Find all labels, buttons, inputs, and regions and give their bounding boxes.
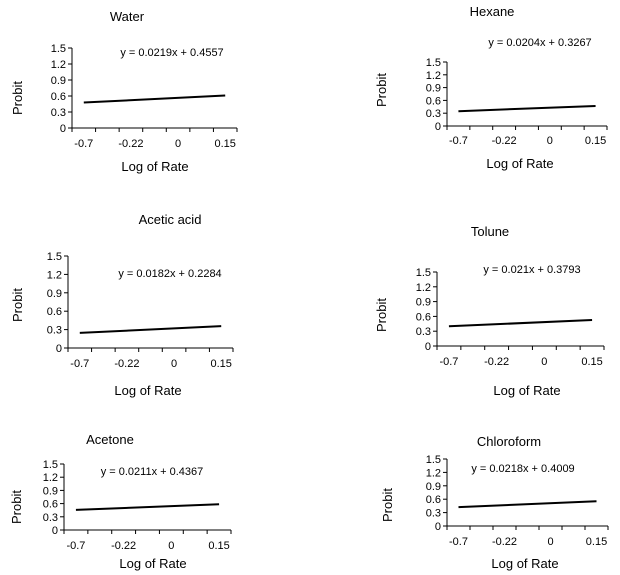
y-tick-label: 1.2 bbox=[47, 269, 62, 281]
y-tick-label: 0 bbox=[60, 123, 66, 135]
y-tick-label: 1.5 bbox=[416, 267, 431, 279]
y-tick-label: 0.3 bbox=[43, 512, 58, 524]
y-tick-label: 0.9 bbox=[426, 481, 441, 493]
y-tick-label: 0 bbox=[56, 343, 62, 355]
y-tick-label: 1.2 bbox=[426, 467, 441, 479]
x-tick-label: -0.22 bbox=[492, 536, 517, 548]
y-tick-label: 1.5 bbox=[426, 57, 441, 69]
x-tick-label: 0 bbox=[175, 138, 181, 150]
chart-panel-water: Water y = 0.0219x + 0.4557 Log of Rate Prob… bbox=[10, 9, 238, 174]
y-tick-label: 0.9 bbox=[51, 75, 66, 87]
y-tick-label: 0.3 bbox=[416, 326, 431, 338]
y-tick-label: 0.9 bbox=[416, 297, 431, 309]
trendline-equation: y = 0.021x + 0.3793 bbox=[483, 264, 580, 276]
chart-title: Water bbox=[110, 9, 145, 24]
y-tick-label: 0.9 bbox=[43, 485, 58, 497]
x-tick-label: 0.15 bbox=[586, 536, 607, 548]
y-tick-label: 1.2 bbox=[426, 70, 441, 82]
y-axis-label: Probit bbox=[374, 73, 389, 107]
x-tick-label: -0.22 bbox=[484, 356, 509, 368]
x-tick-label: 0.15 bbox=[585, 135, 606, 147]
x-tick-label: -0.7 bbox=[449, 536, 468, 548]
x-axis-label: Log of Rate bbox=[493, 383, 560, 398]
x-tick-label: 0 bbox=[547, 536, 553, 548]
y-tick-label: 1.5 bbox=[47, 251, 62, 263]
x-axis-label: Log of Rate bbox=[119, 556, 186, 571]
chart-panel-acetic-acid: Acetic acid y = 0.0182x + 0.2284 Log of Ra… bbox=[10, 212, 234, 398]
y-tick-label: 0 bbox=[425, 341, 431, 353]
y-tick-label: 0.9 bbox=[47, 288, 62, 300]
chart-panel-acetone: Acetone y = 0.0211x + 0.4367 Log of Rate Pr… bbox=[9, 432, 232, 571]
y-axis-label: Probit bbox=[10, 81, 25, 115]
chart-panel-tolune: Tolune y = 0.021x + 0.3793 Log of Rate Prob… bbox=[374, 224, 605, 398]
y-tick-label: 0.3 bbox=[47, 325, 62, 337]
x-axis-label: Log of Rate bbox=[486, 156, 553, 171]
y-axis-label: Probit bbox=[9, 490, 24, 524]
y-tick-label: 1.2 bbox=[416, 282, 431, 294]
y-axis-label: Probit bbox=[380, 488, 395, 522]
y-tick-label: 0.6 bbox=[51, 91, 66, 103]
y-tick-label: 0 bbox=[435, 521, 441, 533]
x-tick-label: -0.22 bbox=[492, 135, 517, 147]
y-tick-label: 0.6 bbox=[426, 95, 441, 107]
y-axis-label: Probit bbox=[374, 298, 389, 332]
y-tick-label: 0.6 bbox=[426, 494, 441, 506]
trendline-equation: y = 0.0204x + 0.3267 bbox=[488, 37, 591, 49]
x-tick-label: -0.7 bbox=[74, 138, 93, 150]
x-tick-label: -0.7 bbox=[70, 358, 89, 370]
x-axis-label: Log of Rate bbox=[114, 383, 181, 398]
trendline bbox=[75, 503, 220, 511]
trendline-equation: y = 0.0219x + 0.4557 bbox=[120, 47, 223, 59]
chart-panel-hexane: Hexane y = 0.0204x + 0.3267 Log of Rate Pro… bbox=[374, 4, 608, 171]
y-tick-label: 1.2 bbox=[43, 472, 58, 484]
x-axis-label: Log of Rate bbox=[491, 556, 558, 571]
x-tick-label: 0.15 bbox=[208, 540, 229, 552]
x-tick-label: 0.15 bbox=[215, 138, 236, 150]
y-axis-label: Probit bbox=[10, 288, 25, 322]
y-tick-label: 1.2 bbox=[51, 59, 66, 71]
x-tick-label: -0.22 bbox=[114, 358, 139, 370]
chart-title: Tolune bbox=[471, 224, 509, 239]
x-tick-label: 0.15 bbox=[211, 358, 232, 370]
y-tick-label: 1.5 bbox=[43, 459, 58, 471]
y-tick-label: 0.6 bbox=[416, 311, 431, 323]
y-tick-label: 0 bbox=[52, 525, 58, 537]
x-tick-label: 0 bbox=[171, 358, 177, 370]
trendline bbox=[448, 319, 593, 328]
x-tick-label: 0 bbox=[541, 356, 547, 368]
y-tick-label: 0.3 bbox=[51, 107, 66, 119]
y-tick-label: 0.3 bbox=[426, 508, 441, 520]
chart-title: Hexane bbox=[470, 4, 515, 19]
x-tick-label: 0 bbox=[547, 135, 553, 147]
trendline bbox=[83, 94, 226, 104]
chart-title: Chloroform bbox=[477, 434, 541, 449]
chart-title: Acetone bbox=[86, 432, 134, 447]
x-tick-label: -0.7 bbox=[449, 135, 468, 147]
y-tick-label: 0.3 bbox=[426, 108, 441, 120]
y-tick-label: 0.9 bbox=[426, 83, 441, 95]
y-tick-label: 0.6 bbox=[47, 306, 62, 318]
trendline-equation: y = 0.0218x + 0.4009 bbox=[471, 463, 574, 475]
trendline-equation: y = 0.0182x + 0.2284 bbox=[118, 268, 221, 280]
trendline-equation: y = 0.0211x + 0.4367 bbox=[101, 466, 204, 478]
y-tick-label: 1.5 bbox=[51, 43, 66, 55]
y-tick-label: 1.5 bbox=[426, 454, 441, 466]
y-tick-label: 0.6 bbox=[43, 499, 58, 511]
x-tick-label: -0.7 bbox=[439, 356, 458, 368]
x-tick-label: 0.15 bbox=[581, 356, 602, 368]
x-tick-label: -0.22 bbox=[111, 540, 136, 552]
chart-title: Acetic acid bbox=[139, 212, 202, 227]
x-tick-label: -0.7 bbox=[66, 540, 85, 552]
x-tick-label: -0.22 bbox=[118, 138, 143, 150]
chart-panel-chloroform: Chloroform y = 0.0218x + 0.4009 Log of Rat… bbox=[380, 434, 609, 571]
trendline bbox=[458, 500, 597, 509]
y-tick-label: 0 bbox=[435, 121, 441, 133]
x-axis-label: Log of Rate bbox=[121, 159, 188, 174]
trendline bbox=[79, 325, 222, 334]
trendline bbox=[458, 104, 596, 113]
x-tick-label: 0 bbox=[168, 540, 174, 552]
